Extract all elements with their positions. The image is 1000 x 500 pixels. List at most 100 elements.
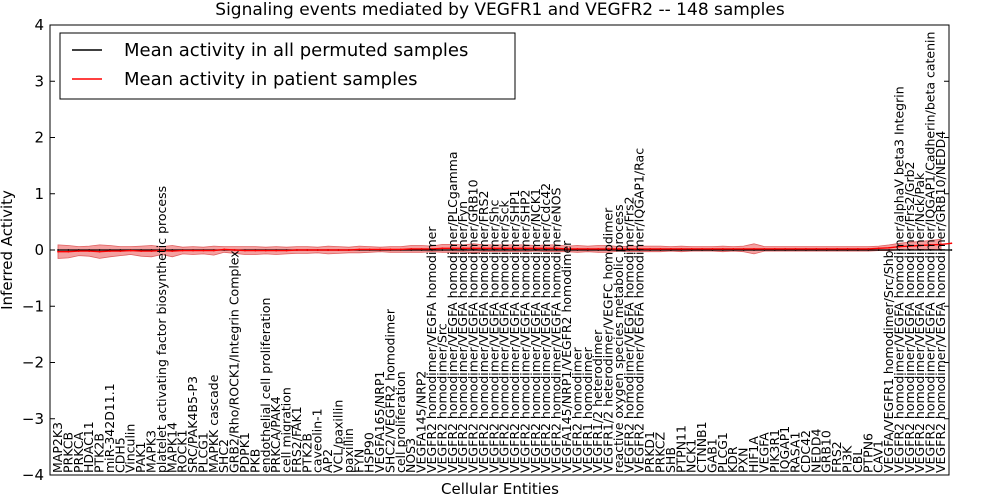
patient-point bbox=[545, 247, 548, 250]
permuted-point bbox=[441, 249, 444, 251]
permuted-point bbox=[919, 249, 922, 251]
patient-point bbox=[742, 247, 745, 250]
patient-point bbox=[929, 244, 932, 246]
x-tick-label: VEGFA bbox=[756, 432, 771, 473]
patient-point bbox=[607, 247, 610, 250]
y-tick-label: −2 bbox=[22, 354, 44, 372]
patient-point bbox=[898, 245, 901, 248]
x-tick-label: VEGFR2 homodimer/VEGFA homodimer/SHP2 bbox=[517, 189, 532, 473]
patient-point bbox=[254, 249, 257, 252]
patient-point bbox=[264, 249, 267, 252]
patient-point bbox=[763, 247, 766, 250]
x-tick-label: FYN bbox=[351, 449, 366, 473]
x-tick-label: GAB1 bbox=[704, 438, 719, 473]
patient-point bbox=[399, 248, 402, 251]
patient-point bbox=[285, 249, 288, 252]
patient-point bbox=[721, 247, 724, 250]
patient-point bbox=[98, 250, 101, 253]
y-axis-label: Inferred Activity bbox=[0, 190, 16, 310]
x-tick-label: VEGFR2 homodimer/VEGFA homodimer/Nck/Pak bbox=[912, 172, 927, 473]
x-tick-label: PTK2B bbox=[92, 433, 107, 473]
patient-point bbox=[275, 249, 278, 252]
x-tick-label: VEGFR2 homodimer/VEGFA homodimer bbox=[424, 226, 439, 473]
patient-point bbox=[119, 250, 122, 253]
x-tick-label: VEGFR2 homodimer/VEGFA homodimer/FRS2 bbox=[476, 191, 491, 473]
x-tick-label: PRKCB bbox=[60, 432, 75, 473]
patient-point bbox=[732, 247, 735, 250]
x-tick-label: GRB10 bbox=[819, 430, 834, 473]
patient-point bbox=[888, 246, 890, 249]
patient-point bbox=[316, 249, 319, 251]
patient-point bbox=[701, 247, 703, 250]
patient-point bbox=[555, 247, 558, 250]
x-tick-label: VEGFR2 homodimer/VEGFA homodimer/IQGAP1/… bbox=[632, 148, 647, 473]
y-tick-label: −4 bbox=[22, 466, 44, 484]
patient-point bbox=[327, 249, 329, 251]
x-tick-label: PRKCZ bbox=[653, 432, 668, 473]
x-tick-label: VEGFR2 homodimer/VEGFA homodimer/Frs2 bbox=[621, 196, 636, 473]
patient-point bbox=[212, 249, 215, 252]
x-tick-label: VEGFR2 homodimer/VEGFA homodimer/NCK1 bbox=[528, 188, 543, 473]
permuted-point bbox=[555, 249, 558, 251]
x-tick-label: PLCG1 bbox=[715, 432, 730, 473]
patient-point bbox=[140, 250, 143, 253]
patient-point bbox=[618, 247, 620, 250]
y-tick-label: 3 bbox=[34, 72, 44, 90]
x-tick-label: PAK1 bbox=[133, 442, 148, 473]
patient-point bbox=[233, 249, 236, 251]
patient-point bbox=[57, 250, 59, 253]
permuted-point bbox=[67, 249, 70, 251]
x-tick-label: MAPKK cascade bbox=[206, 374, 221, 473]
permuted-point bbox=[472, 249, 475, 251]
patient-point bbox=[451, 247, 454, 250]
patient-point bbox=[192, 249, 194, 252]
x-tick-label: SRC/PAK4B5-P3 bbox=[185, 376, 200, 473]
x-tick-label: cell proliferation bbox=[393, 371, 408, 473]
x-tick-label: PRKCA bbox=[71, 432, 86, 473]
patient-point bbox=[109, 250, 111, 253]
permuted-point bbox=[493, 249, 496, 251]
patient-point bbox=[586, 247, 589, 250]
permuted-point bbox=[57, 249, 59, 251]
patient-point bbox=[296, 249, 298, 251]
x-tick-label: VEGFR2 homodimer/VEGFA homodimer/Cdc42 bbox=[538, 183, 553, 473]
patient-point bbox=[337, 249, 340, 251]
patient-point bbox=[576, 247, 579, 250]
x-tick-label: VEGFR2 homodimer bbox=[569, 346, 584, 473]
legend-label: Mean activity in all permuted samples bbox=[124, 40, 468, 61]
x-tick-label: VEGFR2 homodimer/VEGFA homodimer/SHP1 bbox=[507, 189, 522, 473]
patient-point bbox=[441, 247, 444, 250]
y-tick-label: 2 bbox=[34, 129, 44, 147]
patient-point bbox=[825, 247, 828, 250]
patient-point bbox=[638, 247, 641, 250]
patient-point bbox=[680, 247, 683, 250]
x-tick-label: MAPK14 bbox=[164, 422, 179, 473]
patient-point bbox=[379, 248, 381, 251]
x-tick-label: HIF1A bbox=[746, 436, 761, 473]
x-tick-label: VEGFR2 homodimer/VEGFA homodimer/Shc bbox=[486, 199, 501, 473]
x-tick-label: SHB bbox=[663, 447, 678, 473]
patient-point bbox=[503, 247, 506, 250]
patient-point bbox=[659, 247, 662, 250]
patient-point bbox=[628, 247, 631, 250]
y-tick-label: 1 bbox=[34, 185, 44, 203]
legend-label: Mean activity in patient samples bbox=[124, 69, 418, 90]
patient-point bbox=[514, 247, 516, 250]
x-tick-label: VEGFR2 homodimer/VEGFA homodimer/PLCgamm… bbox=[445, 151, 460, 473]
x-tick-label: IQGAP1 bbox=[777, 426, 792, 473]
chart-title: Signaling events mediated by VEGFR1 and … bbox=[215, 0, 785, 20]
x-tick-label: VEGFA145/NRP2 bbox=[414, 371, 429, 473]
x-tick-label: VEGFR2 homodimer/VEGFA homodimer/Frs2/Gr… bbox=[902, 162, 917, 473]
y-tick-label: −3 bbox=[22, 410, 44, 428]
x-tick-label: VEGFR2 homodimer/VEGFA homodimer/eNOS bbox=[549, 187, 564, 473]
patient-point bbox=[940, 243, 942, 246]
x-tick-label: VEGFR2 homodimer/Src bbox=[434, 323, 449, 473]
x-tick-label: miR-342D11.1 bbox=[102, 383, 117, 473]
patient-point bbox=[431, 247, 433, 250]
permuted-point bbox=[534, 249, 537, 251]
legend-box bbox=[59, 32, 516, 100]
x-tick-label: paxillin bbox=[341, 428, 356, 473]
patient-point bbox=[649, 247, 652, 250]
patient-point bbox=[462, 247, 465, 250]
